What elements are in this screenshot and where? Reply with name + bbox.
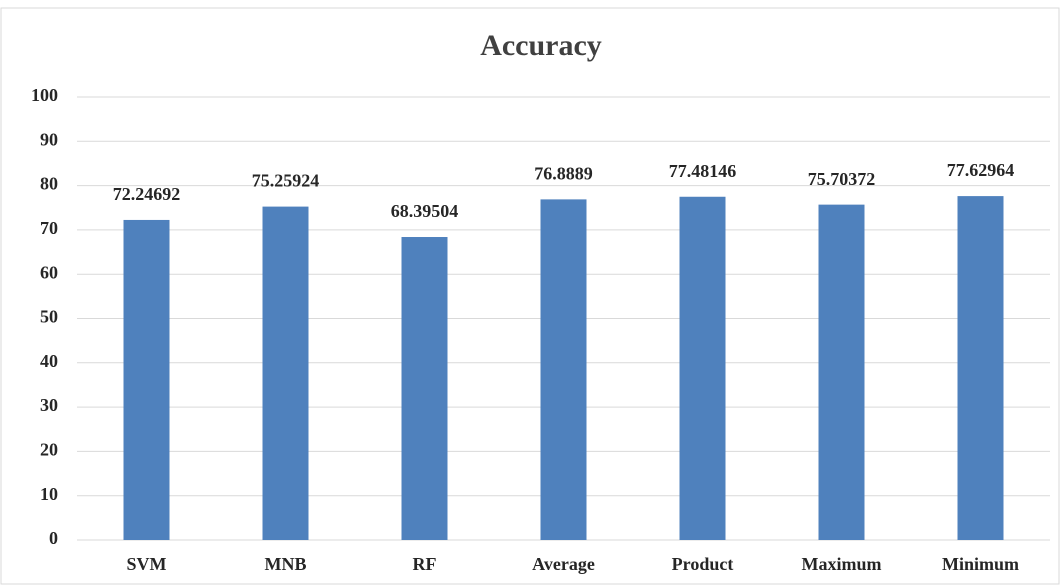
x-tick-label: Product — [672, 554, 734, 574]
y-tick-label: 90 — [40, 129, 58, 149]
bar — [262, 206, 309, 540]
y-tick-label: 50 — [40, 307, 58, 327]
y-tick-label: 60 — [40, 262, 58, 282]
y-tick-label: 0 — [49, 528, 58, 548]
y-tick-label: 30 — [40, 395, 58, 415]
y-tick-label: 20 — [40, 440, 58, 460]
x-tick-label: SVM — [127, 554, 167, 574]
y-tick-label: 80 — [40, 174, 58, 194]
y-tick-label: 100 — [31, 85, 58, 105]
bar — [401, 237, 448, 540]
x-tick-label: MNB — [265, 554, 307, 574]
bar — [540, 199, 587, 540]
data-label: 75.70372 — [808, 169, 876, 189]
bar — [957, 196, 1004, 540]
x-tick-label: Minimum — [942, 554, 1019, 574]
data-label: 68.39504 — [391, 201, 459, 221]
x-tick-label: Maximum — [802, 554, 882, 574]
chart-title: Accuracy — [480, 29, 602, 62]
chart-border — [0, 7, 1060, 585]
data-label: 75.25924 — [252, 171, 320, 191]
data-label: 72.24692 — [113, 184, 181, 204]
data-label: 76.8889 — [534, 164, 593, 184]
data-label: 77.48146 — [669, 161, 737, 181]
x-tick-label: RF — [413, 554, 437, 574]
data-label: 77.62964 — [947, 160, 1015, 180]
bar — [123, 219, 170, 540]
y-tick-label: 70 — [40, 218, 58, 238]
y-tick-label: 40 — [40, 351, 58, 371]
bar — [679, 196, 726, 540]
y-tick-label: 10 — [40, 484, 58, 504]
bar — [818, 204, 865, 541]
x-tick-label: Average — [532, 554, 595, 574]
